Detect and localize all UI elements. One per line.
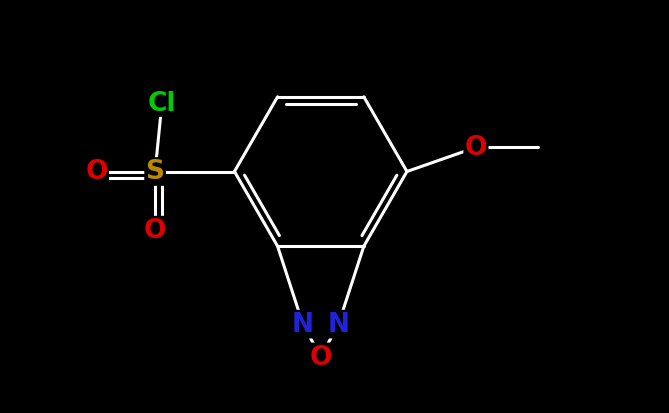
Text: S: S — [146, 159, 165, 185]
Text: O: O — [144, 218, 167, 244]
Text: O: O — [85, 159, 108, 185]
Text: N: N — [328, 311, 349, 337]
Text: O: O — [465, 135, 487, 161]
Text: N: N — [292, 311, 314, 337]
Text: O: O — [310, 344, 332, 370]
Text: Cl: Cl — [148, 90, 176, 116]
